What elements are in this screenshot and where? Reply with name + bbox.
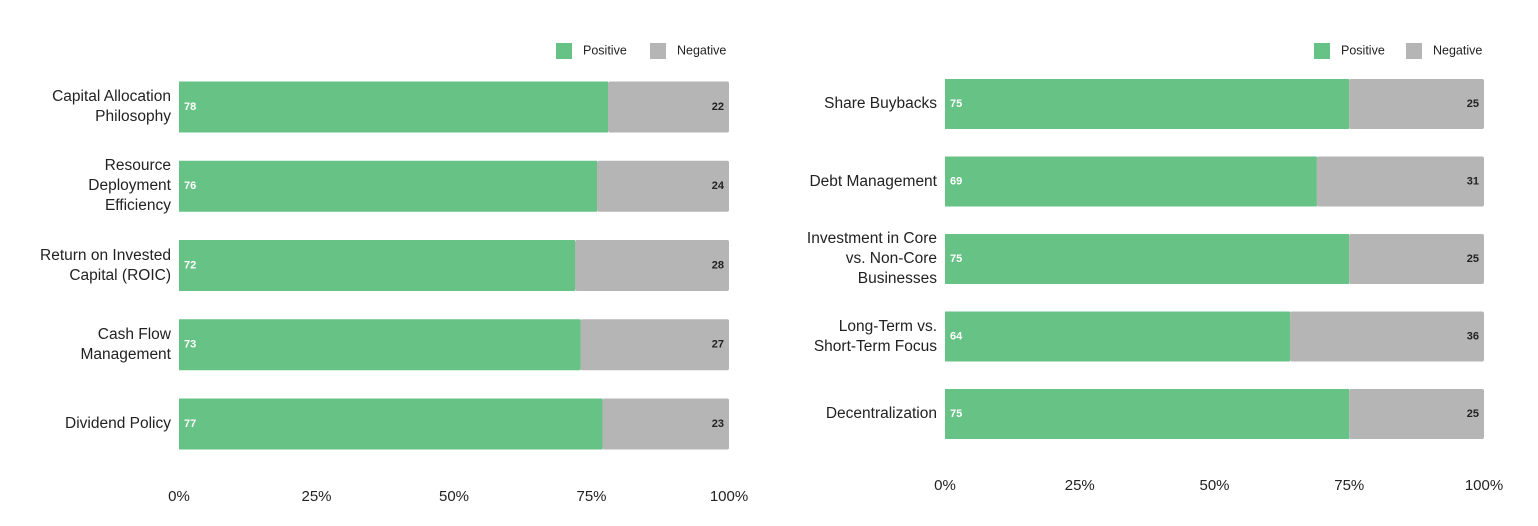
- bar-segment: [1316, 156, 1484, 207]
- value-label: 64: [950, 330, 963, 342]
- category-label-box: Return on Invested Capital (ROIC): [40, 246, 171, 284]
- bar-segment: [602, 398, 729, 450]
- category-label: Cash Flow Management: [80, 325, 171, 363]
- category-label-box: Dividend Policy: [65, 415, 171, 432]
- value-label: 76: [184, 180, 196, 192]
- chart: Positive Negative 0% 25% 50% 75% 100% Capital A…: [40, 43, 748, 505]
- legend-label: Negative: [1433, 43, 1482, 57]
- category-label: Return on Invested Capital (ROIC): [40, 246, 171, 284]
- legend-label: Positive: [583, 43, 627, 57]
- value-label: 77: [184, 418, 196, 430]
- category-label: Capital Allocation Philosophy: [52, 88, 171, 125]
- category-label-box: Capital Allocation Philosophy: [52, 88, 171, 125]
- category-label: Resource Deployment Efficiency: [88, 157, 171, 215]
- category-label-box: Debt Management: [809, 172, 937, 190]
- value-label: 75: [950, 253, 962, 265]
- category-label-box: Long-Term vs. Short-Term Focus: [813, 317, 937, 355]
- bar-segment: [179, 398, 603, 450]
- x-tick-label: 50%: [439, 488, 469, 505]
- value-label: 78: [184, 101, 196, 113]
- value-label: 69: [950, 175, 962, 187]
- x-tick-label: 100%: [1465, 477, 1503, 494]
- value-label: 25: [1467, 98, 1479, 110]
- value-label: 73: [184, 339, 196, 351]
- bar-segment: [179, 240, 575, 291]
- category-label: Debt Management: [809, 172, 937, 190]
- category-label: Long-Term vs. Short-Term Focus: [813, 317, 937, 355]
- value-label: 27: [712, 339, 724, 351]
- legend-label: Negative: [677, 43, 726, 57]
- x-tick-label: 0%: [168, 488, 190, 505]
- value-label: 36: [1467, 330, 1479, 342]
- category-label-box: Cash Flow Management: [80, 325, 171, 363]
- legend-swatch: [1314, 43, 1330, 59]
- category-label-box: Resource Deployment Efficiency: [88, 157, 171, 215]
- value-label: 24: [712, 180, 725, 192]
- value-label: 75: [950, 98, 962, 110]
- bar-segment: [945, 389, 1350, 439]
- bar-segment: [580, 319, 729, 371]
- value-label: 25: [1467, 408, 1479, 420]
- bar-segment: [1349, 389, 1484, 439]
- category-label: Investment in Core vs. Non-Core Business…: [806, 230, 937, 287]
- legend-swatch: [650, 43, 666, 59]
- legend-swatch: [556, 43, 572, 59]
- legend-swatch: [1406, 43, 1422, 59]
- value-label: 75: [950, 408, 962, 420]
- value-label: 22: [712, 101, 724, 113]
- x-tick-label: 25%: [301, 488, 331, 505]
- x-tick-label: 100%: [710, 488, 748, 505]
- category-label: Dividend Policy: [65, 415, 171, 432]
- category-label-box: Investment in Core vs. Non-Core Business…: [806, 230, 937, 287]
- bar-segment: [597, 160, 729, 212]
- category-label-box: Decentralization: [825, 405, 937, 422]
- value-label: 31: [1467, 175, 1479, 187]
- value-label: 72: [184, 259, 196, 271]
- x-tick-label: 50%: [1199, 477, 1229, 494]
- bar-segment: [575, 240, 729, 291]
- bar-segment: [179, 319, 581, 371]
- category-label-box: Share Buybacks: [824, 95, 937, 112]
- bar-segment: [945, 311, 1290, 362]
- bar-segment: [179, 81, 608, 133]
- bar-segment: [1349, 79, 1484, 129]
- bar-segment: [945, 234, 1350, 284]
- bar-segment: [945, 79, 1350, 129]
- x-tick-label: 75%: [1334, 477, 1364, 494]
- category-label: Decentralization: [825, 405, 937, 422]
- bar-segment: [608, 81, 729, 133]
- legend-label: Positive: [1341, 43, 1385, 57]
- bar-segment: [179, 160, 597, 212]
- value-label: 25: [1467, 253, 1479, 265]
- bar-segment: [1289, 311, 1484, 362]
- category-label: Share Buybacks: [824, 95, 937, 112]
- x-tick-label: 25%: [1065, 477, 1095, 494]
- bar-segment: [1349, 234, 1484, 284]
- x-tick-label: 0%: [934, 477, 956, 494]
- chart: Positive Negative 0% 25% 50% 75% 100% Share Buy…: [806, 43, 1503, 494]
- x-tick-label: 75%: [576, 488, 606, 505]
- value-label: 28: [712, 259, 724, 271]
- value-label: 23: [712, 418, 724, 430]
- bar-segment: [945, 156, 1317, 207]
